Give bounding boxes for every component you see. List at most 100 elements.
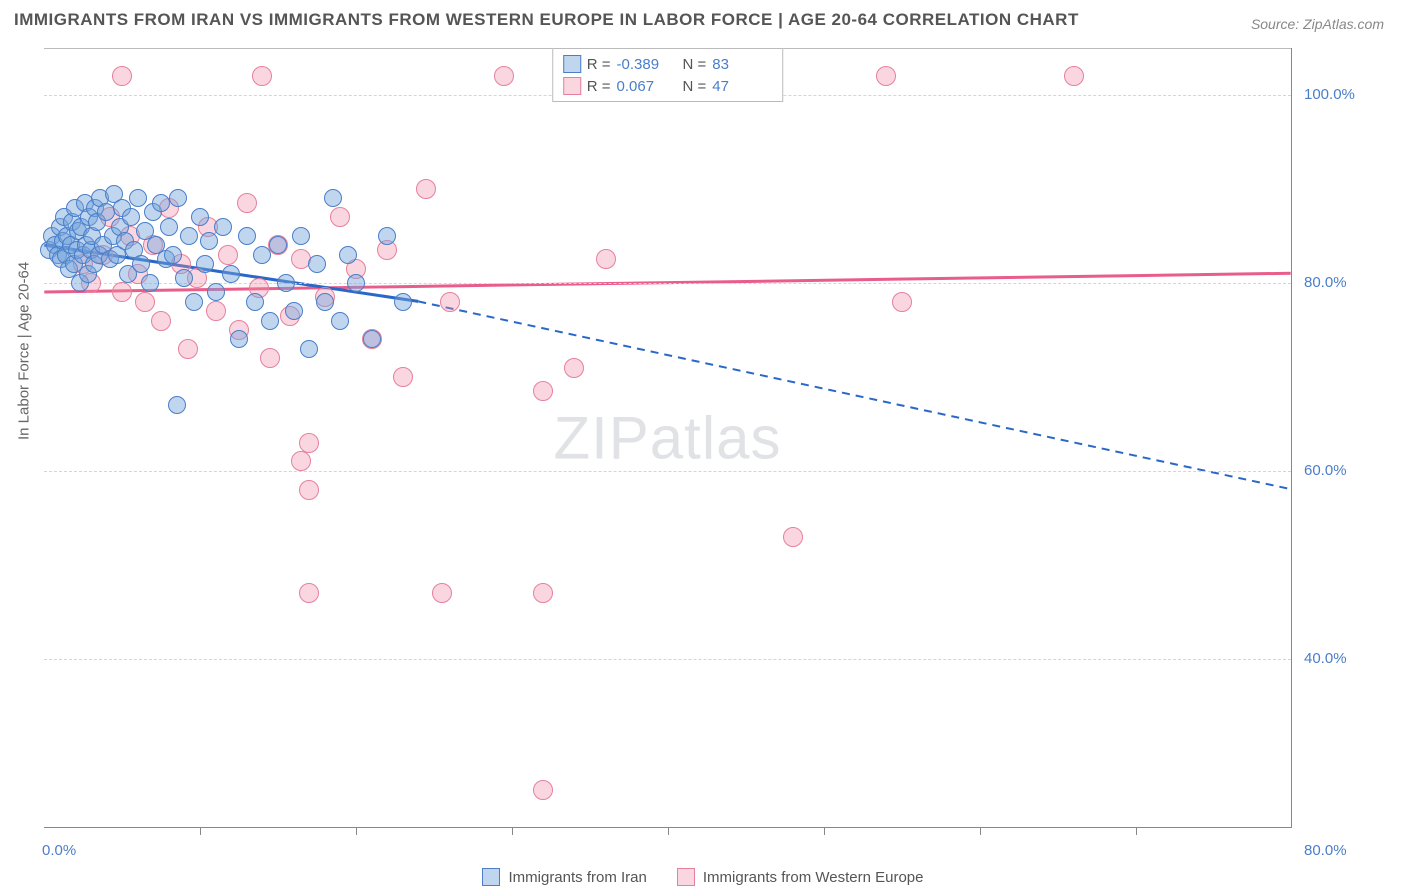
iran-point — [180, 227, 198, 245]
stat-label-n: N = — [683, 78, 707, 95]
stats-row-weurope: R = 0.067 N = 47 — [563, 75, 773, 97]
iran-point — [339, 246, 357, 264]
y-axis-label: In Labor Force | Age 20-64 — [16, 262, 33, 440]
iran-point — [246, 293, 264, 311]
iran-point — [191, 208, 209, 226]
iran-point — [196, 255, 214, 273]
weurope-n-value: 47 — [712, 78, 772, 95]
swatch-weurope — [677, 868, 695, 886]
iran-point — [129, 189, 147, 207]
weurope-point — [783, 527, 803, 547]
iran-point — [277, 274, 295, 292]
weurope-point — [260, 348, 280, 368]
weurope-point — [1064, 66, 1084, 86]
legend-label-iran: Immigrants from Iran — [508, 869, 646, 886]
iran-point — [238, 227, 256, 245]
swatch-iran — [563, 55, 581, 73]
iran-n-value: 83 — [712, 56, 772, 73]
weurope-point — [440, 292, 460, 312]
chart-root: IMMIGRANTS FROM IRAN VS IMMIGRANTS FROM … — [0, 0, 1406, 892]
weurope-point — [533, 583, 553, 603]
iran-point — [164, 246, 182, 264]
iran-point — [292, 227, 310, 245]
stats-row-iran: R = -0.389 N = 83 — [563, 53, 773, 75]
iran-point — [230, 330, 248, 348]
y-tick-label: 80.0% — [1304, 274, 1347, 291]
weurope-point — [564, 358, 584, 378]
weurope-point — [151, 311, 171, 331]
iran-point — [394, 293, 412, 311]
iran-point — [152, 194, 170, 212]
trend-lines-layer — [44, 48, 1291, 827]
stat-label-r: R = — [587, 78, 611, 95]
iran-point — [285, 302, 303, 320]
iran-point — [308, 255, 326, 273]
weurope-point — [112, 66, 132, 86]
x-tick-label-left: 0.0% — [42, 842, 76, 859]
stat-label-r: R = — [587, 56, 611, 73]
legend-item-iran: Immigrants from Iran — [482, 868, 646, 886]
weurope-point — [299, 433, 319, 453]
iran-point — [200, 232, 218, 250]
legend-label-weurope: Immigrants from Western Europe — [703, 869, 924, 886]
iran-point — [300, 340, 318, 358]
iran-point — [269, 236, 287, 254]
iran-point — [207, 283, 225, 301]
weurope-point — [206, 301, 226, 321]
iran-point — [378, 227, 396, 245]
y-tick-label: 100.0% — [1304, 86, 1355, 103]
iran-point — [214, 218, 232, 236]
iran-point — [363, 330, 381, 348]
weurope-point — [596, 249, 616, 269]
x-tick-label-right: 80.0% — [1304, 842, 1347, 859]
series-legend: Immigrants from Iran Immigrants from Wes… — [0, 868, 1406, 886]
weurope-point — [252, 66, 272, 86]
weurope-point — [330, 207, 350, 227]
iran-point — [141, 274, 159, 292]
swatch-iran — [482, 868, 500, 886]
iran-point — [122, 208, 140, 226]
weurope-point — [533, 780, 553, 800]
iran-point — [331, 312, 349, 330]
swatch-weurope — [563, 77, 581, 95]
source-attribution: Source: ZipAtlas.com — [1251, 16, 1384, 32]
legend-item-weurope: Immigrants from Western Europe — [677, 868, 924, 886]
weurope-point — [299, 480, 319, 500]
weurope-r-value: 0.067 — [617, 78, 677, 95]
iran-point — [132, 255, 150, 273]
weurope-point — [178, 339, 198, 359]
y-tick-label: 60.0% — [1304, 462, 1347, 479]
iran-point — [168, 396, 186, 414]
weurope-point — [291, 451, 311, 471]
iran-r-value: -0.389 — [617, 56, 677, 73]
weurope-point — [218, 245, 238, 265]
weurope-point — [533, 381, 553, 401]
iran-point — [222, 265, 240, 283]
weurope-point — [416, 179, 436, 199]
iran-point — [169, 189, 187, 207]
weurope-point — [299, 583, 319, 603]
iran-point — [347, 274, 365, 292]
iran-point — [316, 293, 334, 311]
stat-label-n: N = — [683, 56, 707, 73]
weurope-point — [112, 282, 132, 302]
weurope-point — [892, 292, 912, 312]
watermark: ZIPatlas — [553, 403, 781, 472]
iran-point — [324, 189, 342, 207]
iran-point — [175, 269, 193, 287]
weurope-point — [135, 292, 155, 312]
stats-legend: R = -0.389 N = 83 R = 0.067 N = 47 — [552, 48, 784, 102]
y-tick-label: 40.0% — [1304, 650, 1347, 667]
weurope-point — [494, 66, 514, 86]
chart-title: IMMIGRANTS FROM IRAN VS IMMIGRANTS FROM … — [14, 10, 1079, 30]
weurope-point — [876, 66, 896, 86]
iran-point — [261, 312, 279, 330]
watermark-b: atlas — [650, 404, 782, 471]
plot-area: R = -0.389 N = 83 R = 0.067 N = 47 ZIPat… — [44, 48, 1292, 828]
weurope-point — [432, 583, 452, 603]
weurope-point — [237, 193, 257, 213]
weurope-point — [393, 367, 413, 387]
iran-point — [160, 218, 178, 236]
iran-point — [185, 293, 203, 311]
watermark-a: ZIP — [553, 404, 649, 471]
